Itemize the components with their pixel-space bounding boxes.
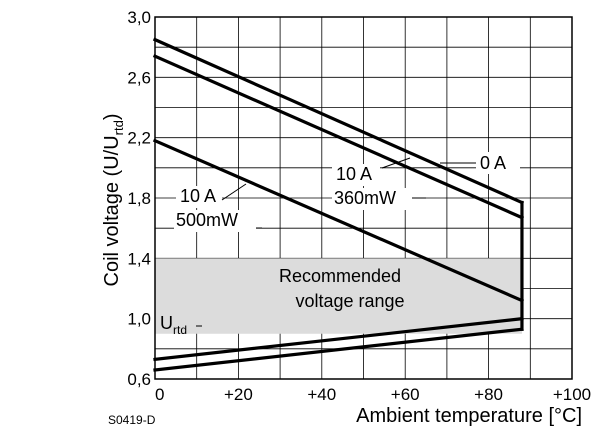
label-10a-360-line1: 10 A (336, 164, 372, 184)
y-axis-label: Coil voltage (U/Urtd) (101, 113, 126, 286)
series-line-u-rtd-lower (153, 327, 524, 372)
figure-code: S0419-D (108, 413, 156, 427)
x-axis-label: Ambient temperature [°C] (356, 405, 582, 427)
label-urtd: Urtd (160, 313, 187, 337)
y-tick-label: 3,0 (127, 8, 151, 27)
y-tick-label: 2,2 (127, 129, 151, 148)
x-tick-label: +60 (391, 385, 420, 404)
x-tick-label: +80 (474, 385, 503, 404)
label-10a-500-line2: 500mW (176, 210, 238, 230)
annotation-0a: 0 A (440, 152, 520, 174)
label-10a-500-line1: 10 A (180, 186, 216, 206)
series-line-10-a-360mw (152, 54, 525, 220)
label-10a-360-line2: 360mW (334, 188, 396, 208)
annotation-urtd: Urtd (160, 313, 202, 337)
y-tick-label: 0,6 (127, 370, 151, 389)
y-tick-labels: 0,6 1,0 1,4 1,8 2,2 2,6 3,0 (127, 8, 151, 389)
x-tick-label: 0 (155, 385, 164, 404)
x-tick-label: +40 (307, 385, 336, 404)
series-line-u-rtd-upper (153, 316, 524, 362)
series-line-10-a-500mw (152, 138, 525, 303)
recommended-label-line1: Recommended (279, 266, 401, 286)
plot-frame (154, 16, 573, 380)
y-tick-label: 1,8 (127, 189, 151, 208)
x-tick-label: +20 (224, 385, 253, 404)
x-tick-labels: 0 +20 +40 +60 +80 +100 (155, 385, 591, 404)
y-tick-label: 2,6 (127, 68, 151, 87)
y-tick-label: 1,4 (127, 249, 151, 268)
x-tick-label: +100 (553, 385, 591, 404)
y-tick-label: 1,0 (127, 310, 151, 329)
series-lines (152, 37, 525, 372)
label-0a: 0 A (480, 153, 506, 173)
annotation-recommended-range: Recommended voltage range (266, 263, 418, 313)
annotation-10a-500mw: 10 A 500mW (174, 183, 262, 232)
recommended-label-line2: voltage range (295, 291, 404, 311)
series-line-0-a (152, 37, 525, 205)
annotation-10a-360mw: 10 A 360mW (332, 157, 426, 210)
